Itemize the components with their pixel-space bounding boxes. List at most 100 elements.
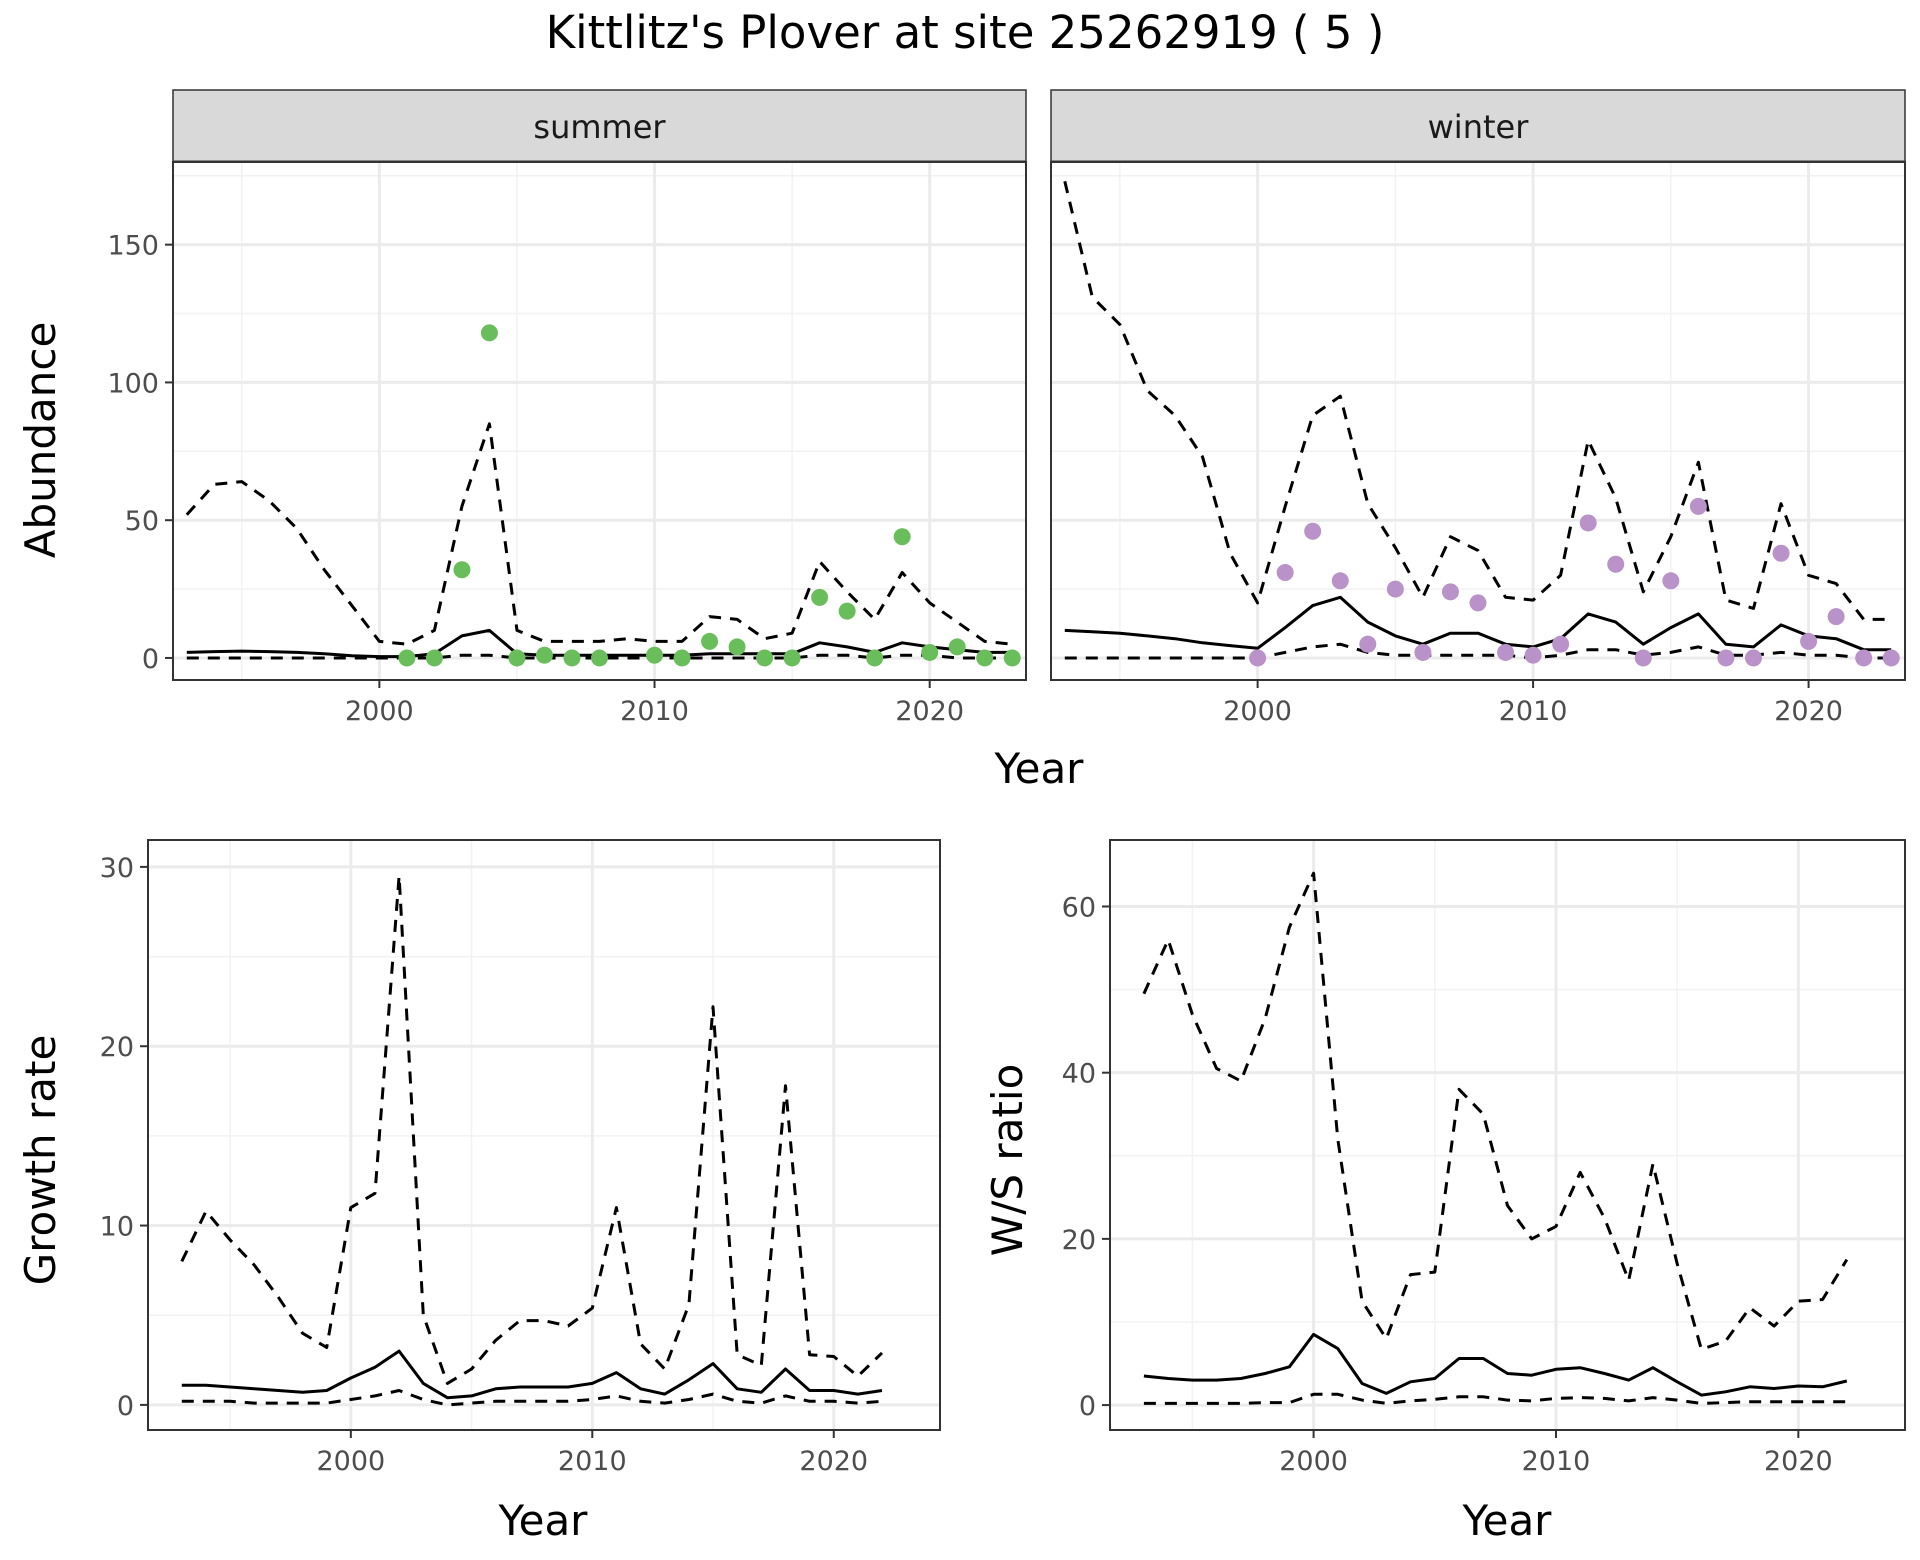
data-point <box>1579 514 1597 532</box>
data-point <box>563 649 581 667</box>
series-line-upper <box>180 874 884 1385</box>
data-point <box>866 649 884 667</box>
data-point <box>948 638 966 656</box>
data-point <box>921 643 939 661</box>
series-line-lower <box>186 653 1013 660</box>
panel-ws-ratio: 2000 2010 2020 0 20 40 60 <box>1062 839 1906 1477</box>
data-point <box>1552 635 1570 653</box>
y-tick-label: 30 <box>100 853 134 884</box>
data-point <box>1414 643 1432 661</box>
strip-winter: winter <box>1050 89 1906 164</box>
panel-winter: 2000 2010 2020 <box>1050 161 1906 727</box>
data-point <box>1386 580 1404 598</box>
y-tick-label: 50 <box>125 506 159 537</box>
data-point <box>1717 649 1735 667</box>
data-point <box>756 649 774 667</box>
y-tick-label: 0 <box>142 644 159 675</box>
panel-border <box>147 839 941 1431</box>
data-point <box>976 649 994 667</box>
data-point <box>1607 555 1625 573</box>
x-axis-title-growth: Year <box>498 1496 589 1545</box>
series-line-mean <box>1143 1332 1848 1397</box>
data-point <box>1249 649 1267 667</box>
data-point <box>1882 649 1900 667</box>
x-tick-label: 2010 <box>1499 696 1568 727</box>
x-axis-title-top: Year <box>994 744 1085 793</box>
series-line-mean <box>181 1349 883 1400</box>
x-tick-label: 2020 <box>1764 1446 1833 1477</box>
panel-growth-rate: 2000 2010 2020 0 10 20 30 <box>100 839 941 1477</box>
data-point <box>480 324 498 342</box>
data-point <box>1744 649 1762 667</box>
data-point <box>1524 646 1542 664</box>
panel-border <box>1050 161 1906 681</box>
series-line-lower <box>1143 1392 1847 1405</box>
x-tick-label: 2010 <box>1522 1446 1591 1477</box>
y-tick-label: 20 <box>100 1032 134 1063</box>
data-point <box>1800 632 1818 650</box>
data-point <box>783 649 801 667</box>
x-axis-title-ratio: Year <box>1462 1496 1553 1545</box>
data-point <box>1497 643 1515 661</box>
data-point <box>1359 635 1377 653</box>
data-point <box>1855 649 1873 667</box>
x-tick-label: 2010 <box>620 696 689 727</box>
data-point <box>508 649 526 667</box>
data-point <box>1662 572 1680 590</box>
x-tick-label: 2000 <box>316 1446 385 1477</box>
y-axis-title-abundance: Abundance <box>16 322 65 559</box>
data-point <box>425 649 443 667</box>
y-tick-label: 100 <box>107 368 159 399</box>
strip-summer: summer <box>172 89 1027 164</box>
data-point <box>1827 608 1845 626</box>
y-tick-label: 20 <box>1062 1225 1096 1256</box>
x-tick-label: 2020 <box>1774 696 1843 727</box>
strip-background <box>1050 89 1906 163</box>
data-point <box>728 638 746 656</box>
strip-background <box>172 89 1027 163</box>
y-tick-label: 0 <box>117 1391 134 1422</box>
panel-border <box>172 161 1027 681</box>
x-tick-label: 2020 <box>895 696 964 727</box>
series-line-upper <box>1142 871 1849 1351</box>
data-point <box>1276 564 1294 582</box>
x-tick-label: 2000 <box>345 696 414 727</box>
data-point <box>1003 649 1021 667</box>
y-tick-label: 40 <box>1062 1059 1096 1090</box>
data-point <box>1689 497 1707 515</box>
series-line-lower <box>181 1389 883 1407</box>
data-point <box>646 646 664 664</box>
series-line-upper <box>185 422 1013 646</box>
data-point <box>893 528 911 546</box>
strip-label-summer: summer <box>533 108 666 146</box>
data-point <box>398 649 416 667</box>
data-point <box>701 632 719 650</box>
data-point <box>591 649 608 667</box>
x-tick-label: 2000 <box>1279 1446 1348 1477</box>
panel-background <box>173 162 1026 680</box>
x-tick-label: 2000 <box>1223 696 1292 727</box>
data-point <box>1304 522 1322 540</box>
x-tick-label: 2020 <box>799 1446 868 1477</box>
y-tick-label: 150 <box>107 231 159 262</box>
panel-border <box>1109 839 1906 1431</box>
panel-summer: 2000 2010 2020 0 50 100 150 <box>107 161 1027 727</box>
data-point <box>453 561 471 579</box>
y-axis-title-ratio: W/S ratio <box>983 1064 1032 1257</box>
panel-background <box>1051 162 1905 680</box>
y-tick-label: 10 <box>100 1212 134 1243</box>
data-point <box>1772 544 1790 562</box>
strip-label-winter: winter <box>1428 108 1530 146</box>
data-point <box>811 588 829 606</box>
y-tick-label: 60 <box>1062 892 1096 923</box>
series-line-mean <box>1064 595 1892 652</box>
data-point <box>1634 649 1652 667</box>
x-tick-label: 2010 <box>558 1446 627 1477</box>
data-point <box>1441 583 1459 601</box>
data-point <box>535 646 553 664</box>
data-point <box>673 649 691 667</box>
panel-background <box>148 840 940 1430</box>
figure-title: Kittlitz's Plover at site 25262919 ( 5 ) <box>546 6 1385 59</box>
panel-background <box>1110 840 1905 1430</box>
